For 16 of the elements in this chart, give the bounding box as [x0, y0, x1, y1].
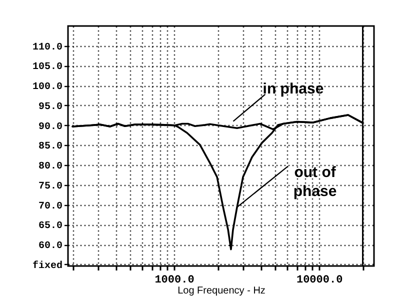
y-tick-label: 100.0 [32, 82, 62, 94]
y-tick-label: 105.0 [32, 62, 62, 74]
annotation: out of phase [293, 164, 337, 200]
y-tick-label: 80.0 [38, 162, 62, 173]
y-tick-label: 85.0 [38, 142, 62, 153]
y-tick-label: 95.0 [38, 102, 62, 113]
y-tick-label: 60.0 [38, 241, 62, 252]
y-tick-label: 110.0 [32, 42, 62, 54]
y-tick-label: 70.0 [38, 201, 62, 212]
y-tick-label: fixed [32, 260, 62, 272]
x-tick-label: 10000.0 [296, 274, 343, 286]
x-axis-title: Log Frequency - Hz [178, 286, 266, 296]
y-tick-label: 65.0 [38, 221, 62, 232]
y-tick-label: 75.0 [38, 181, 62, 192]
y-tick-label: 90.0 [38, 122, 62, 133]
x-tick-label: 1000.0 [154, 274, 194, 286]
